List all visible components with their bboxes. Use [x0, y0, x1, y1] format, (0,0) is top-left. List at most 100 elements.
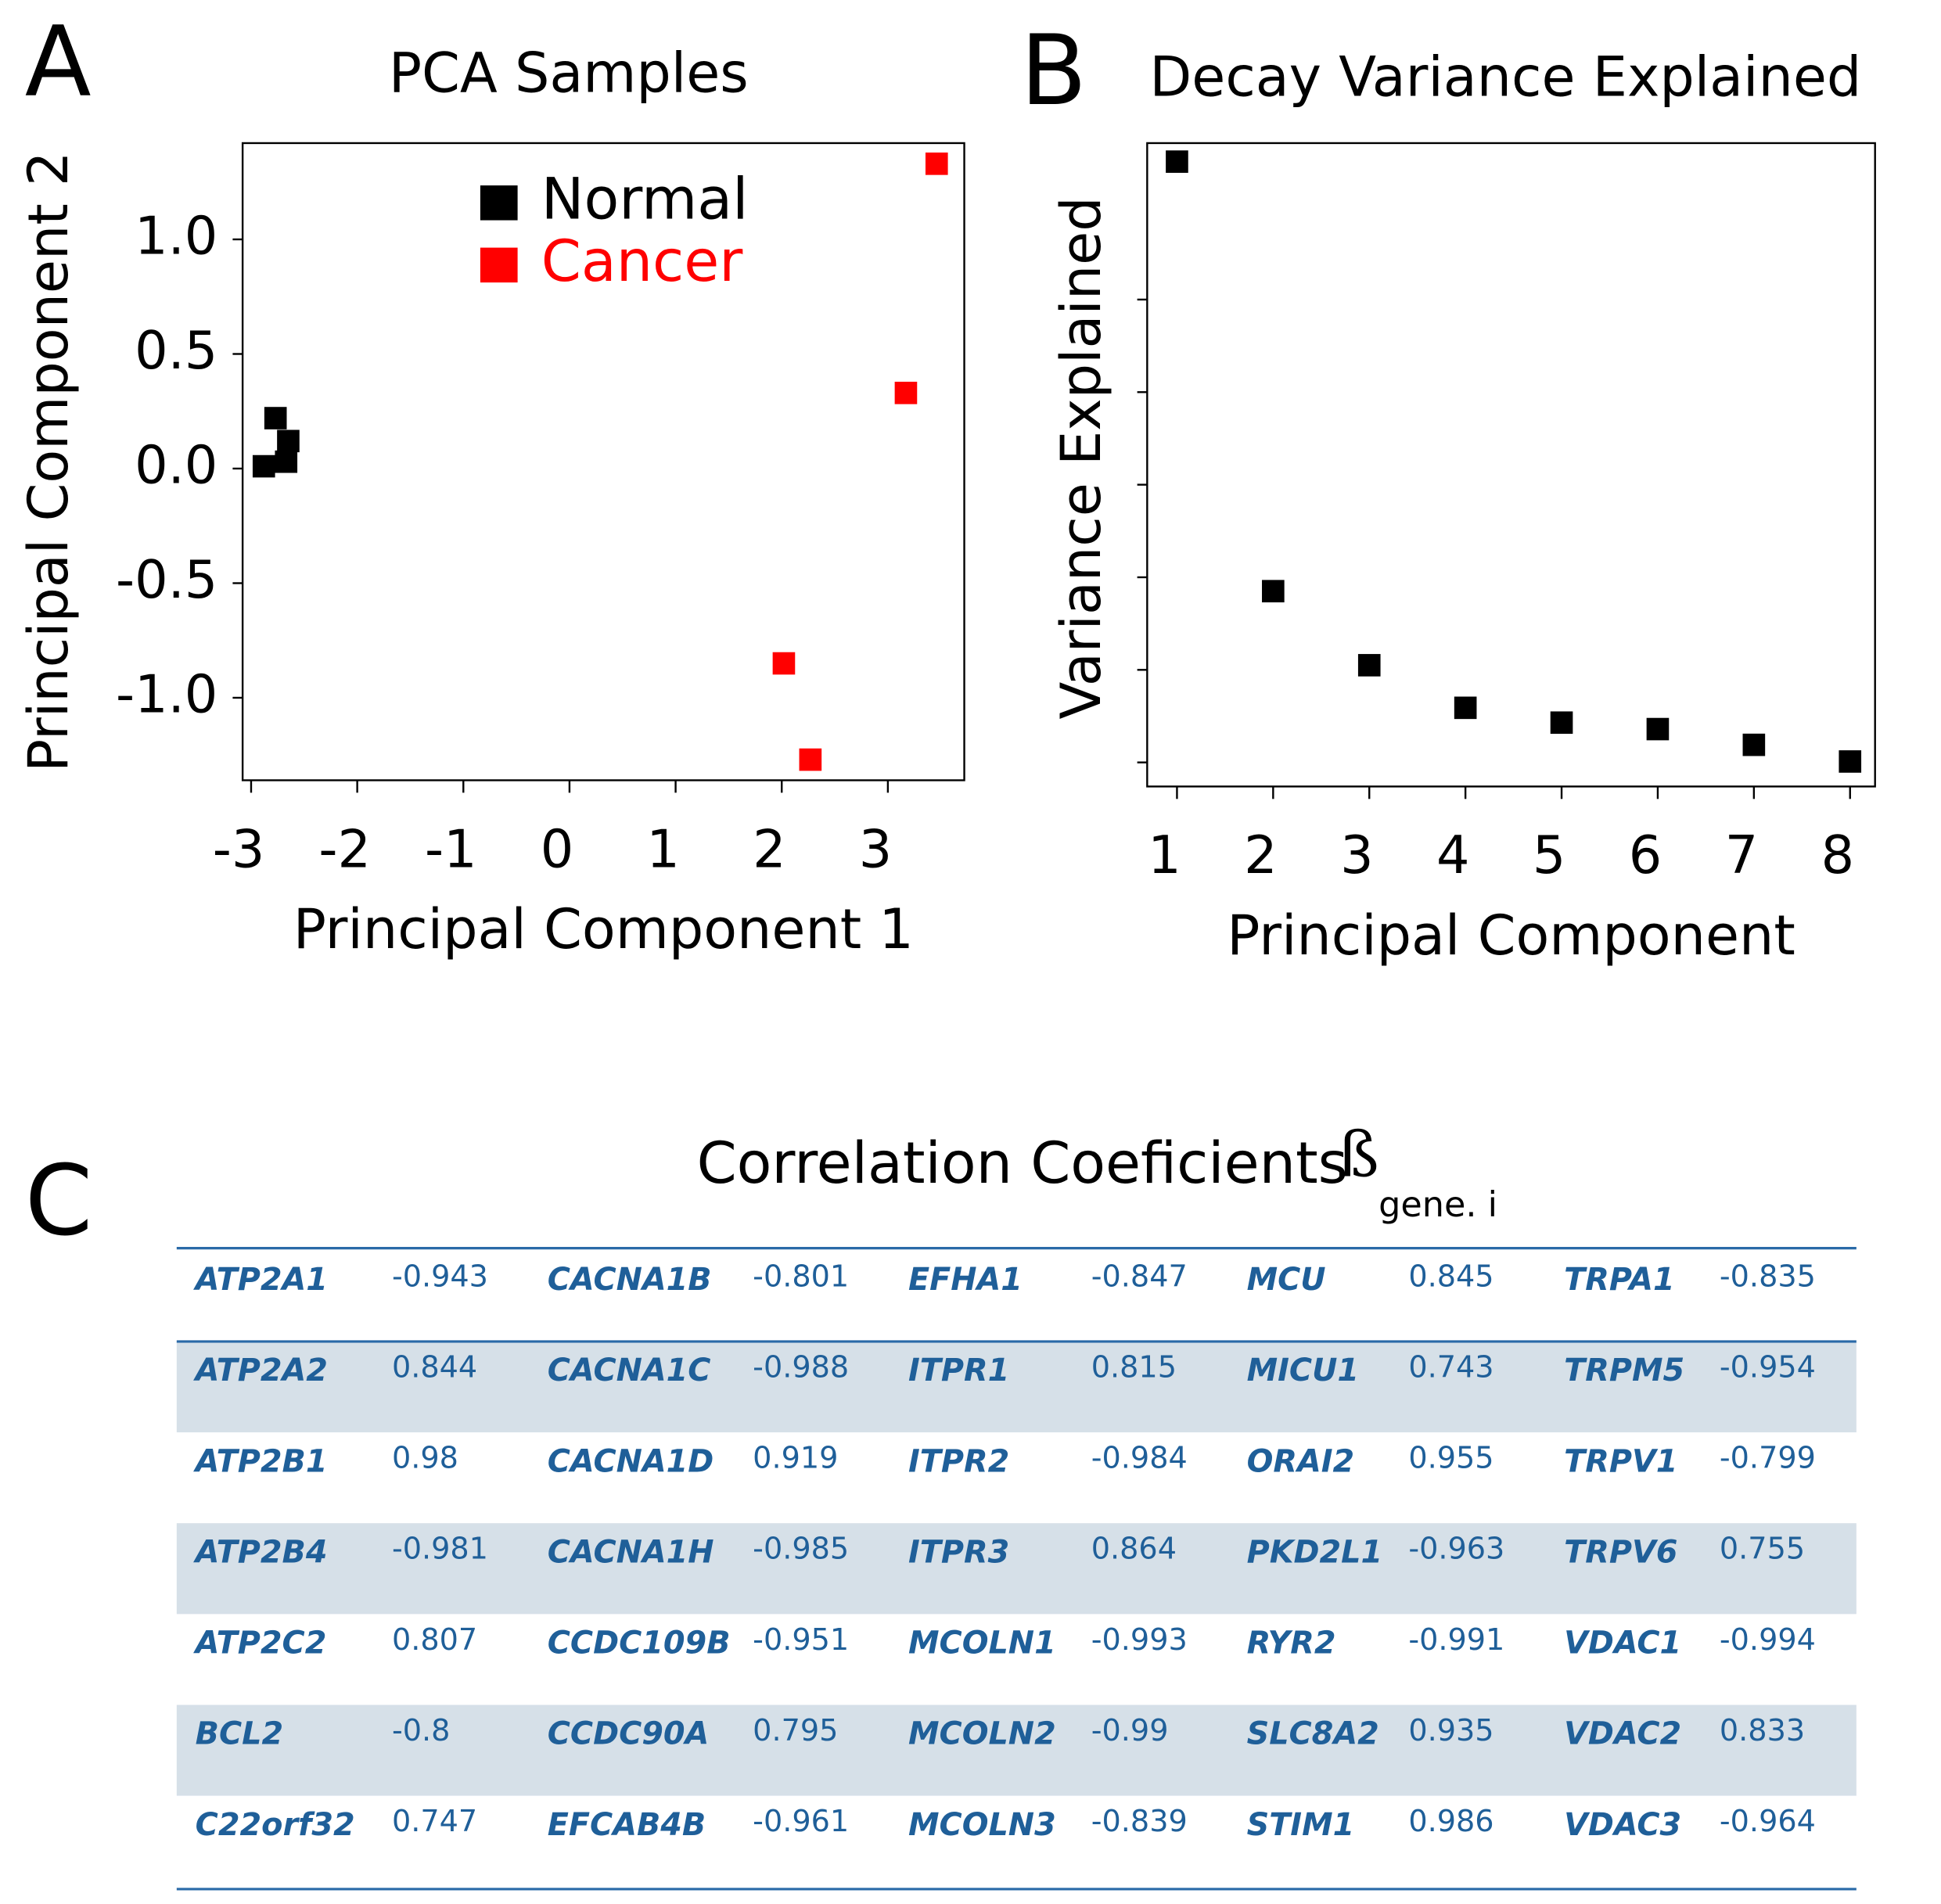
coefficient: -0.954	[1720, 1350, 1816, 1385]
coefficient: 0.747	[392, 1805, 477, 1839]
coefficient: 0.844	[392, 1350, 477, 1385]
coefficient: 0.833	[1720, 1714, 1805, 1748]
plot-area	[1146, 142, 1876, 788]
x-tick-label: -3	[213, 818, 265, 879]
legend-swatch	[480, 247, 518, 283]
point	[277, 429, 300, 453]
point	[275, 450, 298, 473]
y-tick-label: -0.5	[116, 549, 217, 610]
coefficient: -0.847	[1091, 1259, 1188, 1294]
point	[1839, 750, 1862, 773]
gene-name: CACNA1D	[548, 1443, 714, 1479]
gene-name: PKD2L1	[1247, 1534, 1383, 1570]
gene-name: BCL2	[196, 1716, 283, 1752]
panel-label: B	[1020, 15, 1087, 128]
y-axis-title: Principal Component 2	[16, 151, 81, 771]
y-tick-label: -1.0	[116, 664, 217, 725]
gene-name: TRPV1	[1564, 1443, 1677, 1479]
coefficient: -0.994	[1720, 1623, 1816, 1658]
gene-name: ATP2B1	[193, 1443, 328, 1479]
gene-name: TRPA1	[1564, 1262, 1675, 1298]
gene-name: EFCAB4B	[548, 1807, 706, 1843]
point	[1357, 654, 1381, 677]
gene-name: ATP2C2	[193, 1626, 327, 1662]
coefficient: -0.984	[1091, 1442, 1188, 1476]
gene-name: CCDC90A	[548, 1716, 710, 1752]
x-tick-label: 3	[859, 818, 892, 879]
y-tick-label: 0.5	[135, 320, 217, 381]
row-band	[176, 1705, 1857, 1796]
x-tick-label: 4	[1436, 824, 1469, 886]
x-tick-label: 1	[646, 818, 679, 879]
coefficient: 0.845	[1408, 1259, 1493, 1294]
gene-name: CACNA1B	[548, 1262, 712, 1298]
chart-title: Decay Variance Explained	[1149, 45, 1861, 109]
coefficient: -0.964	[1720, 1805, 1816, 1839]
gene-name: MCOLN3	[908, 1807, 1056, 1843]
legend-swatch	[480, 185, 518, 221]
point	[925, 152, 948, 175]
gene-name: TRPV6	[1564, 1534, 1677, 1570]
x-tick-label: 6	[1629, 824, 1662, 886]
gene-name: ITPR2	[908, 1443, 1009, 1479]
point	[1646, 717, 1670, 741]
x-axis-title: Principal Component	[1227, 904, 1795, 968]
gene-name: VDAC2	[1564, 1716, 1681, 1752]
coefficient: 0.986	[1408, 1805, 1493, 1839]
legend-label: Normal	[541, 166, 749, 232]
point	[252, 454, 275, 478]
table-title: Correlation Coeficients	[697, 1130, 1348, 1197]
coefficient: -0.99	[1091, 1714, 1169, 1748]
gene-name: MCU	[1247, 1262, 1326, 1298]
coefficient: -0.799	[1720, 1442, 1816, 1476]
x-tick-label: 2	[1244, 824, 1277, 886]
x-tick-label: 8	[1821, 824, 1854, 886]
coefficient: 0.807	[392, 1623, 477, 1658]
gene-name: ATP2A1	[193, 1262, 328, 1298]
point	[894, 381, 918, 404]
table-subscript: gene. i	[1378, 1184, 1497, 1225]
gene-name: SLC8A2	[1247, 1716, 1379, 1752]
x-tick-label: -2	[318, 818, 371, 879]
gene-name: STIM1	[1247, 1807, 1355, 1843]
gene-name: EFHA1	[908, 1262, 1023, 1298]
gene-name: VDAC1	[1564, 1626, 1681, 1662]
panel-label: A	[25, 6, 92, 119]
y-tick-label: 1.0	[135, 206, 217, 267]
panel-label: C	[25, 1144, 93, 1257]
coefficient: 0.795	[753, 1714, 838, 1748]
gene-name: MCOLN1	[908, 1626, 1056, 1662]
gene-name: CACNA1C	[548, 1353, 711, 1388]
x-tick-label: 5	[1533, 824, 1565, 886]
point	[1742, 733, 1766, 756]
row-band	[176, 1523, 1857, 1615]
coefficient: -0.981	[392, 1532, 488, 1567]
gene-name: ITPR3	[908, 1534, 1009, 1570]
x-tick-label: 2	[753, 818, 785, 879]
point	[1454, 696, 1477, 720]
y-axis-title: Variance Explained	[1049, 196, 1113, 719]
point	[1166, 150, 1188, 173]
coefficient: -0.963	[1408, 1532, 1504, 1567]
point	[1262, 580, 1285, 603]
gene-name: ORAI2	[1247, 1443, 1355, 1479]
gene-name: TRPM5	[1564, 1353, 1684, 1388]
coefficient: -0.801	[753, 1259, 849, 1294]
gene-name: VDAC3	[1564, 1807, 1681, 1843]
coefficient: 0.955	[1408, 1442, 1493, 1476]
coefficient: 0.815	[1091, 1350, 1177, 1385]
point	[799, 748, 822, 771]
coefficient: 0.755	[1720, 1532, 1805, 1567]
legend-label: Cancer	[541, 228, 743, 295]
y-tick-label: 0.0	[135, 435, 217, 496]
coefficient: -0.985	[753, 1532, 849, 1567]
coefficient: -0.951	[753, 1623, 849, 1658]
chart-title: PCA Samples	[389, 41, 749, 106]
x-tick-label: 1	[1148, 824, 1181, 886]
gene-name: RYR2	[1247, 1626, 1336, 1662]
coefficient: -0.839	[1091, 1805, 1188, 1839]
gene-name: CCDC109B	[548, 1626, 731, 1662]
gene-name: C22orf32	[196, 1807, 355, 1843]
coefficient: -0.8	[392, 1714, 450, 1748]
